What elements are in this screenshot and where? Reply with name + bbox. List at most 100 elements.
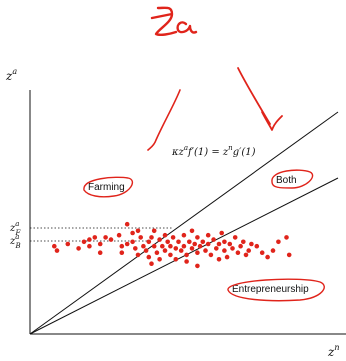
both-label: Both (276, 175, 297, 186)
scatter-point (219, 230, 224, 236)
scatter-point (154, 250, 160, 255)
scatter-point (168, 243, 173, 249)
y-axis-label: za (5, 67, 17, 83)
scatter-point (97, 250, 103, 255)
scatter-point (130, 230, 135, 236)
scatter-point (243, 252, 249, 258)
scatter-point (141, 243, 146, 249)
scatter-point (249, 241, 254, 247)
scatter-point (52, 243, 57, 249)
zF-label: za F (9, 220, 21, 237)
scatter-point (230, 246, 235, 251)
scatter-point (173, 257, 179, 262)
scatter-point (138, 235, 143, 240)
scatter-point (254, 243, 260, 249)
ink-arrow (237, 67, 283, 131)
scatter-point (187, 239, 192, 245)
ink-stroke-left (147, 89, 181, 151)
ink-loop-both (271, 169, 314, 189)
scatter-point (200, 239, 206, 245)
handwritten-annotations (83, 6, 325, 302)
scatter-point (241, 239, 246, 245)
scatter-point (222, 248, 227, 253)
scatter-point (87, 237, 92, 242)
scatter-point (195, 263, 200, 269)
scatter-point (184, 259, 189, 264)
equation-label: κzaf′(1) = zng′(1) (171, 144, 256, 158)
scatter-point (54, 248, 60, 253)
scatter-points (52, 221, 292, 269)
scatter-point (146, 239, 152, 245)
scatter-point (195, 235, 200, 240)
scatter-point (170, 235, 176, 240)
scatter-point (165, 239, 170, 245)
scatter-point (151, 243, 157, 249)
scatter-point (135, 228, 141, 234)
scatter-point (119, 243, 125, 249)
scatter-point (246, 248, 251, 253)
scatter-point (149, 235, 154, 240)
scatter-point (259, 250, 265, 255)
scatter-point (197, 243, 203, 249)
scatter-point (216, 241, 222, 247)
scatter-point (224, 254, 230, 260)
scatter-point (162, 248, 168, 253)
scatter-point (157, 257, 162, 262)
boundary-line-upper (29, 111, 339, 335)
scatter-point (195, 250, 200, 255)
scatter-point (146, 254, 152, 260)
scatter-point (81, 239, 87, 245)
scatter-point (76, 246, 81, 251)
scatter-point (211, 237, 216, 242)
scatter-point (157, 237, 162, 242)
scatter-point (151, 228, 157, 234)
scatter-point (270, 248, 276, 253)
scatter-point (216, 257, 222, 262)
scatter-point (133, 246, 138, 251)
scatter-point (192, 241, 197, 247)
boundary-line-lower (29, 177, 339, 335)
scatter-point (103, 235, 108, 240)
scatter-point (214, 246, 219, 251)
scatter-point (119, 250, 125, 255)
entrepreneurship-label: Entrepreneurship (232, 284, 309, 295)
scatter-point (178, 248, 184, 253)
ink-loop-farming (83, 176, 133, 198)
scatter-point (205, 232, 211, 238)
scatter-point (143, 248, 149, 253)
scatter-point (162, 232, 168, 238)
scatter-point (203, 248, 208, 253)
scatter-point (97, 241, 103, 247)
scatter-point (232, 235, 238, 240)
scatter-point (116, 232, 122, 238)
scatter-point (189, 228, 195, 234)
scatter-point (284, 235, 289, 240)
scatter-point (205, 241, 211, 247)
scatter-point (286, 252, 292, 258)
scatter-point (222, 239, 227, 245)
scatter-point (184, 252, 189, 258)
scatter-point (108, 237, 114, 242)
scatter-point (92, 235, 98, 240)
scatter-point (181, 243, 187, 249)
scatter-point (227, 241, 233, 247)
x-axis-label: zn (327, 343, 339, 359)
scatter-point (130, 239, 135, 245)
ink-loop-entrepreneurship (227, 278, 325, 302)
scatter-point (276, 239, 281, 245)
zB-label: za B (9, 233, 21, 250)
scatter-point (265, 254, 270, 260)
farming-label: Farming (88, 182, 125, 193)
scatter-point (87, 243, 92, 249)
scatter-point (135, 252, 141, 258)
scatter-point (238, 243, 243, 249)
scatter-point (176, 239, 181, 245)
scatter-point (124, 241, 130, 247)
scatter-point (189, 246, 195, 251)
scatter-point (168, 252, 173, 258)
scatter-point (160, 243, 165, 249)
scatter-point (208, 252, 214, 258)
scatter-point (173, 246, 179, 251)
scatter-point (124, 221, 130, 227)
